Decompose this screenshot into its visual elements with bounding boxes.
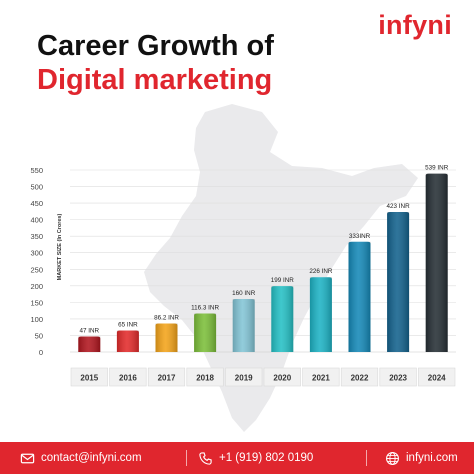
mail-icon: [20, 451, 35, 466]
x-tick-box: [418, 367, 456, 387]
x-tick-label: 2022: [351, 374, 369, 383]
y-tick-label: 500: [30, 183, 43, 192]
x-tick-box: [225, 367, 263, 387]
footer-divider: [186, 450, 187, 466]
bar-shading: [271, 286, 294, 352]
page-title-line1: Career Growth of: [37, 30, 274, 62]
bar-2018: 116.3 INR: [191, 305, 219, 352]
y-axis-label: MARKET SIZE (In Crores): [57, 214, 63, 281]
data-label: 333INR: [349, 233, 371, 240]
x-tick-label: 2021: [312, 374, 330, 383]
footer-email-text: contact@infyni.com: [41, 452, 142, 464]
x-tick-box: [186, 367, 224, 387]
bar-2023: 423 INR: [387, 203, 411, 352]
x-tick-label: 2019: [235, 374, 253, 383]
x-tick-label: 2016: [119, 374, 137, 383]
footer-website-text: infyni.com: [406, 452, 458, 464]
bar-2024: 539 INR: [425, 165, 449, 352]
y-tick-label: 450: [30, 199, 43, 208]
y-tick-label: 550: [30, 166, 43, 175]
x-tick-box: [109, 367, 147, 387]
data-label: 116.3 INR: [191, 305, 219, 312]
bar-shading: [309, 277, 332, 352]
x-tick-box: [147, 367, 186, 387]
x-tick-label: 2015: [80, 374, 98, 383]
bar-2022: 333INR: [348, 233, 371, 352]
bar-2021: 226 INR: [309, 268, 333, 352]
y-tick-label: 200: [30, 282, 43, 291]
y-tick-label: 100: [30, 315, 43, 324]
x-tick-label: 2024: [428, 374, 446, 383]
footer-phone-text: +1 (919) 802 0190: [219, 452, 314, 464]
data-label: 539 INR: [425, 165, 449, 172]
bar-shading: [116, 330, 139, 352]
footer-bar: contact@infyni.com +1 (919) 802 0190 inf…: [0, 442, 474, 474]
x-tick-label: 2020: [273, 374, 291, 383]
x-tick-box: [302, 367, 340, 387]
y-tick-label: 150: [30, 298, 43, 307]
bar-shading: [78, 336, 101, 352]
x-tick-box: [70, 367, 108, 387]
x-tick-label: 2017: [158, 374, 176, 383]
bar-shading: [348, 241, 371, 352]
brand-logo: infyni: [378, 10, 452, 40]
globe-icon: [385, 451, 400, 466]
x-tick-box: [379, 367, 417, 387]
bar-shading: [155, 323, 178, 352]
bar-2017: 86.2 INR: [154, 314, 179, 352]
bar-shading: [387, 212, 410, 352]
y-tick-label: 0: [39, 348, 43, 357]
data-label: 47 INR: [79, 327, 99, 334]
y-tick-label: 300: [30, 249, 43, 258]
footer-phone[interactable]: +1 (919) 802 0190: [198, 442, 313, 474]
x-tick-box: [263, 367, 301, 387]
bar-2016: 65 INR: [116, 321, 139, 352]
bar-2015: 47 INR: [78, 327, 101, 352]
data-label: 423 INR: [387, 203, 411, 210]
y-tick-label: 350: [30, 232, 43, 241]
footer-divider: [366, 450, 367, 466]
data-label: 199 INR: [271, 277, 295, 284]
data-label: 86.2 INR: [154, 314, 179, 321]
data-label: 65 INR: [118, 321, 138, 328]
footer-email[interactable]: contact@infyni.com: [20, 442, 142, 474]
data-label: 160 INR: [232, 290, 256, 297]
y-tick-label: 400: [30, 216, 43, 225]
x-tick-label: 2023: [389, 374, 407, 383]
bar-shading: [232, 299, 255, 352]
x-tick-box: [340, 367, 379, 387]
y-tick-label: 50: [35, 331, 43, 340]
bar-shading: [425, 173, 448, 352]
page-title-line2: Digital marketing: [37, 64, 273, 96]
bar-shading: [194, 313, 217, 352]
data-label: 226 INR: [309, 268, 333, 275]
y-tick-label: 250: [30, 265, 43, 274]
phone-icon: [198, 451, 213, 466]
x-tick-label: 2018: [196, 374, 214, 383]
footer-website[interactable]: infyni.com: [385, 442, 458, 474]
bar-2020: 199 INR: [271, 277, 295, 352]
bar-2019: 160 INR: [232, 290, 256, 352]
